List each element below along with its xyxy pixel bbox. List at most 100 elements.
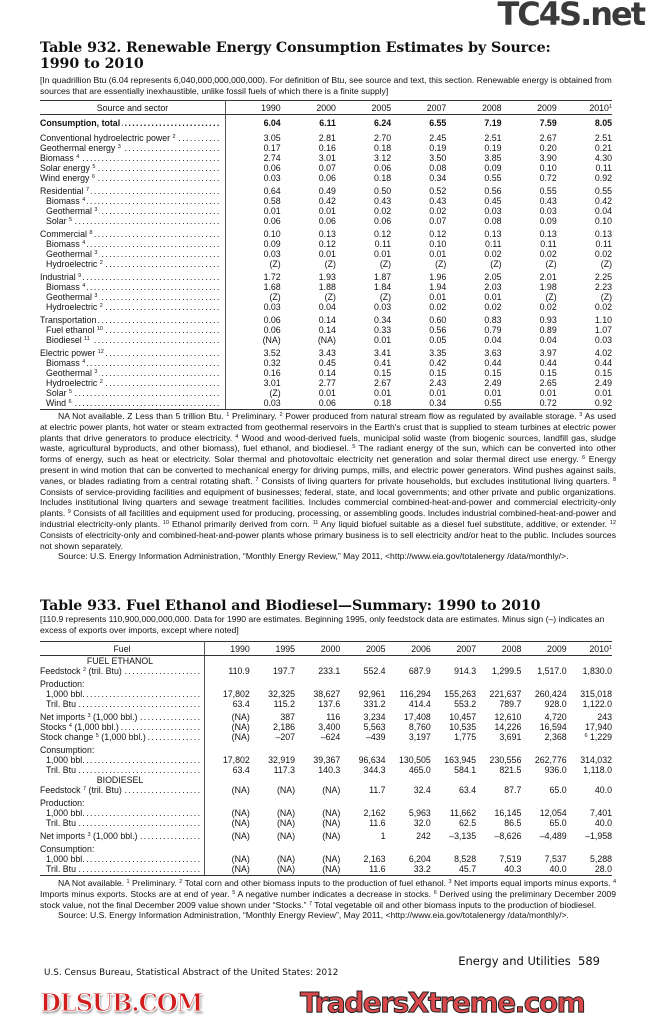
cell-value: 1.68 <box>226 282 281 292</box>
value: 789.7 <box>499 699 522 709</box>
cell-value: 1,830.0 <box>567 666 612 676</box>
cell-value <box>340 742 385 755</box>
label-wrap: Solar energy 5 <box>40 163 221 173</box>
column-header: 2008 <box>446 100 502 115</box>
cell-value: (NA) <box>250 785 295 795</box>
cell-value: 2.45 <box>391 130 446 143</box>
value: (NA) <box>322 808 341 818</box>
value: 0.06 <box>263 216 281 226</box>
value: 6.04 <box>263 118 281 128</box>
column-year: 2005 <box>371 103 392 113</box>
cell-value: 7,519 <box>476 854 521 864</box>
cell-value: 0.11 <box>557 239 612 249</box>
cell-value: 8,760 <box>386 722 431 732</box>
cell-value: 0.13 <box>502 226 557 239</box>
value: 260,424 <box>534 689 567 699</box>
row-label: Commercial 8 <box>40 226 226 239</box>
section-row: BIODIESEL <box>40 775 612 785</box>
row-label: 1,000 bbl. <box>40 689 205 699</box>
label-text: Geothermal 3 <box>40 206 100 216</box>
value: 96,634 <box>358 755 386 765</box>
cell-value: (NA) <box>205 722 250 732</box>
value: 1.88 <box>318 282 336 292</box>
cell-value: (NA) <box>281 335 336 345</box>
label-wrap: Hydroelectric 2 <box>40 378 221 388</box>
value: –8,626 <box>494 831 522 841</box>
value: (NA) <box>322 864 341 874</box>
cell-value: 10,457 <box>431 709 476 722</box>
cell-value <box>521 795 566 808</box>
row-label: Stock change 5 (1,000 bbl.) <box>40 732 205 742</box>
value: 2.25 <box>594 272 612 282</box>
value: 40.0 <box>594 785 612 795</box>
cell-value: (NA) <box>205 854 250 864</box>
value: 17,408 <box>403 712 431 722</box>
cell-value: 0.02 <box>336 206 391 216</box>
table-932-headnote: [In quadrillion Btu (6.04 represents 6,0… <box>40 75 612 96</box>
footnote-ref: 4 <box>68 723 72 729</box>
value: 0.19 <box>429 143 447 153</box>
value: 16,594 <box>539 722 567 732</box>
row-label: Tril. Btu <box>40 864 205 876</box>
label-wrap: Production: <box>40 798 200 808</box>
label-text: Conventional hydroelectric power 2 <box>40 133 178 143</box>
label-text: Biomass 4 <box>40 153 82 163</box>
cell-value: 2.03 <box>446 282 501 292</box>
value: 0.55 <box>539 186 557 196</box>
cell-value <box>521 775 566 785</box>
cell-value: 465.0 <box>386 765 431 775</box>
label-wrap: 1,000 bbl. <box>40 808 200 818</box>
cell-value: 0.08 <box>391 163 446 173</box>
cell-value <box>295 841 340 854</box>
value: 553.2 <box>454 699 477 709</box>
value: 0.02 <box>484 249 502 259</box>
value: 2.05 <box>484 272 502 282</box>
value: 0.01 <box>373 249 392 259</box>
cell-value: 314,032 <box>567 755 612 765</box>
row-label: Consumption: <box>40 742 205 755</box>
title-line-1: Table 932. Renewable Energy Consumption … <box>40 40 551 56</box>
cell-value: (Z) <box>557 259 612 269</box>
cell-value: 33.2 <box>385 864 431 876</box>
cell-value: 0.18 <box>336 173 391 183</box>
value: 0.11 <box>540 239 557 249</box>
label-wrap: Tril. Btu <box>40 864 200 874</box>
cell-value <box>431 742 476 755</box>
cell-value: 0.60 <box>391 312 446 325</box>
footnote-ref: 5 <box>69 217 73 223</box>
cell-value: 17,802 <box>205 755 250 765</box>
cell-value: 0.01 <box>391 388 446 398</box>
row-label: Industrial 9 <box>40 269 226 282</box>
row-label: Wind energy 6 <box>40 173 226 183</box>
cell-value: 0.55 <box>446 173 501 183</box>
cell-value: (NA) <box>250 854 295 864</box>
value: 16,145 <box>494 808 522 818</box>
cell-value: 3,197 <box>386 732 431 742</box>
table-row: Electric power 12 3.52 3.43 3.41 3.35 3.63 3.9… <box>40 345 612 358</box>
table-row: Stocks 4 (1,000 bbl.) (NA) 2,186 3,400 5,563… <box>40 722 612 732</box>
label: Biomass <box>46 239 80 249</box>
footnote-text: Imports minus exports. Stocks are at end… <box>40 888 230 899</box>
label-wrap: Consumption: <box>40 745 200 755</box>
cell-value: 0.01 <box>502 388 557 398</box>
column-year: 2007 <box>426 103 447 113</box>
cell-value: 63.4 <box>431 785 476 795</box>
cell-value: 0.15 <box>336 368 391 378</box>
label-text: Biodiesel 11 <box>40 335 92 345</box>
value: 65.0 <box>549 785 567 795</box>
value: (NA) <box>231 818 250 828</box>
row-label: Production: <box>40 676 205 689</box>
value: 3.50 <box>429 153 447 163</box>
table-933: Fuel 1990 1995 2000 2005 2006 2007 2008 2009 2010… <box>40 641 612 876</box>
label-text: Geothermal 3 <box>40 368 100 378</box>
label-text: Net imports 3 (1,000 bbl.) <box>40 831 140 841</box>
column-year: 2008 <box>501 644 522 654</box>
value: 0.02 <box>484 302 502 312</box>
value: 1 <box>380 831 386 841</box>
cell-value: 233.1 <box>295 666 340 676</box>
notes-intro: NA Not available. <box>58 878 125 888</box>
cell-value: 2.67 <box>336 378 391 388</box>
cell-value <box>476 775 521 785</box>
table-row: Geothermal 3 0.03 0.01 0.01 0.01 0.02 0.02 0.02 <box>40 249 612 259</box>
value: 0.01 <box>594 388 612 398</box>
